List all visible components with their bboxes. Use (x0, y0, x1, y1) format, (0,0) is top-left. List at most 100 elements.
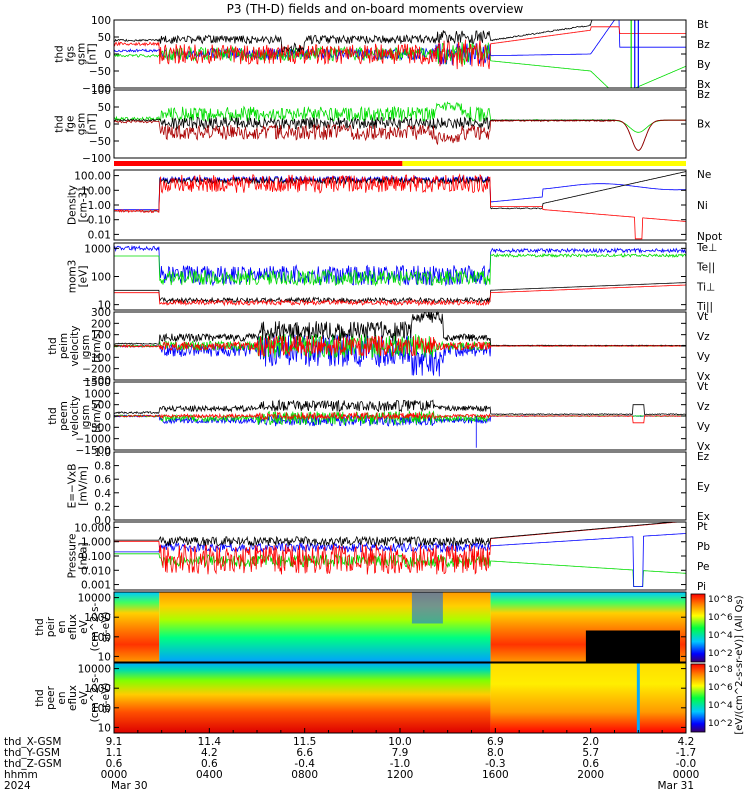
colorbar-tick: 10^6 (708, 613, 733, 623)
legend-entry: By (697, 59, 710, 71)
x-row-value: 9.1 (106, 736, 123, 748)
y-tick-label: −50 (89, 136, 111, 148)
legend-entry: Bx (697, 119, 710, 131)
legend-entry: Ti⊥ (696, 281, 715, 293)
y-tick-label: 0.010 (81, 565, 111, 577)
x-row-value: -0.3 (485, 758, 506, 770)
pressure-pi-line (114, 533, 686, 587)
x-tick-label: 1600 (482, 769, 509, 781)
colorbar-tick: 10^4 (708, 701, 733, 711)
x-date-label: Mar 31 (657, 780, 694, 792)
x-row-value: 5.7 (582, 747, 599, 759)
x-row-label: hhmm (4, 769, 38, 781)
y-axis-label: [km/s] (91, 329, 103, 363)
legend-entry: Ex (697, 511, 710, 523)
x-row-value: 8.0 (487, 747, 504, 759)
peim-vt-line (113, 310, 687, 347)
y-tick-label: 0.001 (81, 580, 111, 592)
x-date-label: Mar 30 (111, 780, 148, 792)
x-tick-label: 0800 (291, 769, 318, 781)
y-tick-label: 10000 (78, 664, 111, 676)
x-tick-label: 2000 (577, 769, 604, 781)
peer-spec-block (114, 663, 491, 733)
legend-entry: Bt (697, 19, 708, 31)
colorbar-tick: 10^4 (708, 631, 733, 641)
y-axis-label: thd (34, 618, 46, 635)
peer-spec-block (490, 663, 686, 733)
x-row-value: 2.0 (582, 736, 599, 748)
x-row-value: 10.0 (388, 736, 411, 748)
y-tick-label: 1500 (84, 377, 111, 389)
y-axis-label: [nT] (87, 43, 99, 64)
y-tick-label: 1.0 (94, 447, 111, 459)
x-row-value: 1.1 (106, 747, 123, 759)
y-axis-label: E=−VxB (67, 464, 79, 509)
legend-entry: Pe (697, 561, 709, 573)
y-tick-label: 100 (91, 85, 111, 97)
y-axis-label: [cm-3] (78, 188, 90, 223)
y-tick-label: −500 (82, 422, 111, 434)
y-tick-label: 0.0 (94, 515, 111, 527)
y-axis-label: peem (58, 401, 70, 431)
legend-entry: Vy (697, 421, 710, 433)
legend-entry: Pb (697, 541, 710, 553)
colorbar-label: [eV/(cm^2-s-sr-eV)] (All Qs) (734, 595, 745, 734)
x-row-value: -1.0 (390, 758, 411, 770)
y-tick-label: 10.00 (81, 185, 111, 197)
x-tick-label: 1200 (387, 769, 414, 781)
legend-entry: Vz (697, 401, 710, 413)
peir-spec-block (114, 592, 160, 662)
y-axis-label: [nT] (87, 113, 99, 134)
y-tick-label: 50 (98, 32, 111, 44)
y-tick-label: 500 (91, 400, 111, 412)
y-axis-label: peir (45, 616, 57, 637)
x-row-value: 4.2 (201, 747, 218, 759)
colorbar-tick: 10^8 (708, 595, 733, 605)
peem-vz-line (113, 411, 687, 424)
x-tick-label: 0400 (196, 769, 223, 781)
y-tick-label: 0.01 (88, 229, 111, 241)
legend-entry: Pt (697, 521, 707, 533)
x-row-label: thd_Z-GSM (4, 758, 62, 770)
y-axis-label: eflux (67, 685, 79, 711)
y-axis-label: gsm (80, 405, 92, 427)
x-row-value: 0.6 (106, 758, 123, 770)
fgs-bz-line (113, 26, 686, 70)
y-axis-label: fgs (65, 46, 77, 62)
x-row-value: 4.2 (678, 736, 695, 748)
y-axis-label: (cm^2-s- (89, 602, 101, 651)
y-axis-label: sr-eV) (100, 683, 112, 714)
x-row-value: 0.6 (201, 758, 218, 770)
x-row-value: -1.7 (676, 747, 697, 759)
y-tick-label: 1000 (84, 388, 111, 400)
density-ne-line (113, 173, 687, 240)
y-tick-label: −100 (82, 83, 111, 95)
peim-vz-line (113, 335, 687, 358)
y-tick-label: 1000 (84, 612, 111, 624)
y-tick-label: −50 (89, 66, 111, 78)
panel-frame-pressure (113, 521, 687, 591)
colorbar-tick: 10^2 (708, 719, 733, 729)
y-axis-label: eV (78, 690, 90, 704)
y-tick-label: 0 (104, 49, 111, 61)
legend-entry: Ne (697, 169, 711, 181)
x-row-value: -0.0 (676, 758, 697, 770)
peir-spec-block (585, 630, 680, 662)
x-row-value: 0.6 (582, 758, 599, 770)
y-axis-label: (cm^2-s- (89, 673, 101, 722)
x-row-label: 2024 (4, 780, 31, 792)
y-tick-label: 0.8 (94, 461, 111, 473)
y-tick-label: 0.10 (88, 215, 111, 227)
y-tick-label: 1000 (84, 243, 111, 255)
temp-te-perp-line (113, 244, 687, 287)
y-axis-label: en (56, 691, 68, 704)
legend-entry: Ez (697, 451, 710, 463)
mode-bar-fast (402, 161, 686, 166)
legend-entry: Vx (697, 371, 710, 383)
legend-entry: Bx (697, 79, 710, 91)
y-tick-label: 1000 (84, 683, 111, 695)
legend-entry: Vt (697, 311, 708, 323)
y-axis-label: [eV] (78, 266, 90, 288)
y-axis-label: thd (47, 337, 59, 354)
